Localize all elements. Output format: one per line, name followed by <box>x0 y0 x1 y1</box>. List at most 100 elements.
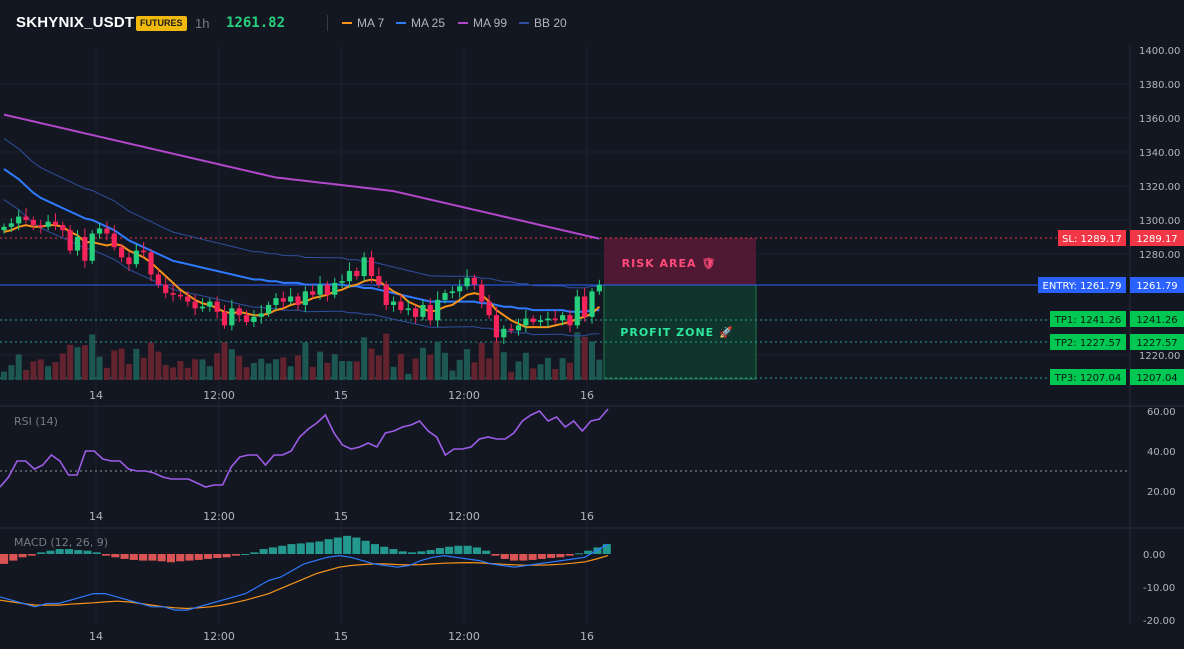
macd-hist-bar <box>315 541 324 554</box>
candle-body <box>560 315 566 321</box>
candle-body <box>413 308 419 317</box>
macd-hist-bar <box>361 540 370 554</box>
candle-body <box>508 328 514 331</box>
bb20-swatch <box>519 22 529 24</box>
symbol-title[interactable]: SKHYNIX_USDT <box>16 14 135 31</box>
profit-zone-label: PROFIT ZONE 🚀 <box>620 326 733 339</box>
volume-bar <box>375 355 382 380</box>
volume-bar <box>596 359 603 380</box>
volume-bar <box>368 348 375 380</box>
volume-bar <box>1 371 7 380</box>
volume-bar <box>52 362 59 380</box>
volume-bar <box>206 366 213 380</box>
volume-bar <box>412 358 419 380</box>
candle-body <box>266 304 272 314</box>
candle-body <box>302 291 308 305</box>
candle-body <box>199 306 206 309</box>
macd-hist-bar <box>46 550 55 554</box>
volume-bar <box>581 336 588 380</box>
chart-header: SKHYNIX_USDT FUTURES 1h 1261.82 MA 7 MA … <box>0 0 1184 46</box>
macd-hist-bar <box>584 550 593 554</box>
volume-bar <box>67 344 74 380</box>
tp2-label[interactable]: TP2: 1227.57 1227.57 <box>1050 334 1184 350</box>
candle-body <box>479 284 485 302</box>
macd-hist-bar <box>574 553 583 555</box>
ma7-swatch <box>342 22 352 24</box>
time-tick: 14 <box>89 510 103 523</box>
time-axis-main[interactable]: 14 12:00 15 12:00 16 <box>89 389 594 402</box>
price-tick: 1400.00 <box>1139 46 1180 57</box>
ma99-line <box>3 113 600 240</box>
volume-bar <box>456 359 463 380</box>
macd-hist-bar <box>435 548 444 554</box>
candle-body <box>310 291 316 295</box>
ma25-label: MA 25 <box>411 16 446 30</box>
timeframe-selector[interactable]: 1h <box>195 16 210 31</box>
macd-signal-line <box>0 555 609 610</box>
profit-zone <box>604 285 756 379</box>
volume-bar <box>125 364 132 380</box>
time-axis-macd: 14 12:00 15 12:00 16 <box>89 630 594 643</box>
legend-ma7[interactable]: MA 7 <box>342 16 384 30</box>
time-tick: 12:00 <box>203 510 235 523</box>
macd-hist-bar <box>324 539 333 554</box>
candle-body <box>280 298 286 302</box>
futures-badge: FUTURES <box>136 16 187 31</box>
candle-body <box>449 291 455 294</box>
candle-body <box>435 299 441 321</box>
volume-bar <box>162 365 169 380</box>
volume-bar <box>508 372 515 380</box>
rsi-tick: 40.00 <box>1147 447 1176 458</box>
candle-body <box>141 250 147 253</box>
price-axis[interactable]: 1400.00 1380.00 1360.00 1340.00 1320.00 … <box>1139 46 1180 362</box>
macd-hist-bar <box>185 554 194 561</box>
candle-body <box>96 228 103 234</box>
entry-label[interactable]: ENTRY: 1261.79 1261.79 <box>1038 277 1184 293</box>
svg-text:1207.04: 1207.04 <box>1136 373 1177 384</box>
svg-text:TP2: 1227.57: TP2: 1227.57 <box>1054 338 1121 349</box>
legend-bb20[interactable]: BB 20 <box>519 16 567 30</box>
volume-bar <box>140 357 147 380</box>
candle-body <box>596 284 602 292</box>
ma7-line <box>3 224 601 329</box>
candle-body <box>60 225 66 231</box>
macd-hist-bar <box>537 554 546 559</box>
candle-body <box>8 223 14 227</box>
candle-body <box>420 304 426 317</box>
candle-body <box>214 301 220 312</box>
legend-ma25[interactable]: MA 25 <box>396 16 445 30</box>
sl-label[interactable]: SL: 1289.17 1289.17 <box>1058 230 1184 246</box>
header-divider <box>327 15 328 31</box>
time-tick: 15 <box>334 389 348 402</box>
macd-hist-bar <box>0 554 9 564</box>
macd-hist-bar <box>417 551 426 554</box>
svg-text:TP3: 1207.04: TP3: 1207.04 <box>1054 373 1121 384</box>
time-tick: 15 <box>334 630 348 643</box>
candle-body <box>523 318 529 326</box>
macd-title[interactable]: MACD (12, 26, 9) <box>14 536 108 549</box>
rsi-title[interactable]: RSI (14) <box>14 415 58 428</box>
tp1-label[interactable]: TP1: 1241.26 1241.26 <box>1050 311 1184 327</box>
macd-hist-bar <box>259 549 268 554</box>
candle-body <box>104 228 110 234</box>
rsi-tick: 60.00 <box>1147 407 1176 418</box>
candle-body <box>405 308 411 311</box>
macd-hist-bar <box>102 554 111 556</box>
candlesticks[interactable] <box>1 208 602 345</box>
ma25-line <box>3 168 600 313</box>
ma99-label: MA 99 <box>473 16 508 30</box>
macd-hist-bar <box>602 544 611 554</box>
candle-body <box>192 301 198 309</box>
tp3-label[interactable]: TP3: 1207.04 1207.04 <box>1050 369 1184 385</box>
time-tick: 12:00 <box>448 510 480 523</box>
macd-hist-bar <box>92 552 101 554</box>
macd-hist-bar <box>333 537 342 554</box>
candle-body <box>251 316 257 322</box>
candle-body <box>273 298 279 305</box>
macd-hist-bar <box>370 544 379 554</box>
legend-ma99[interactable]: MA 99 <box>458 16 507 30</box>
volume-bar <box>118 348 125 380</box>
candle-body <box>486 301 492 316</box>
candle-body <box>493 315 500 338</box>
